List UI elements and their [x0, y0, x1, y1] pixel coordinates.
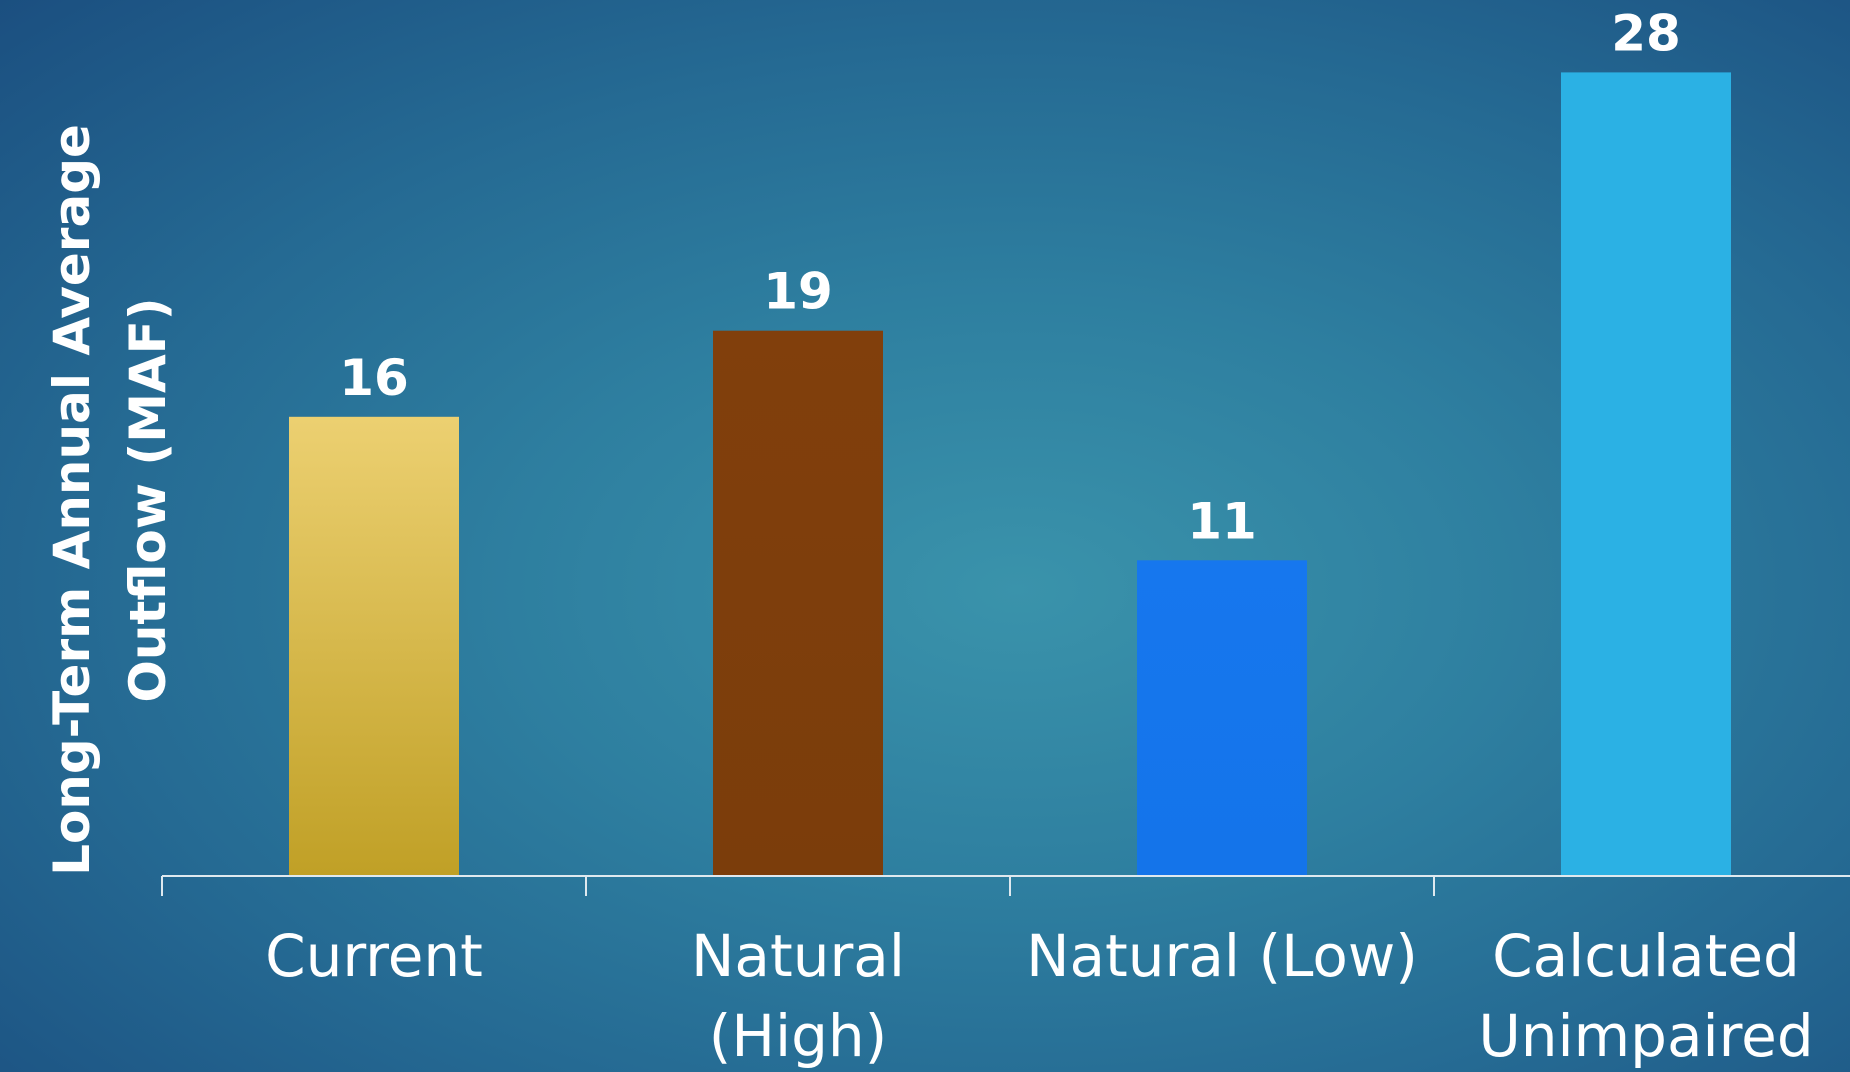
data-label-1: 16 [339, 349, 409, 407]
data-label-3: 11 [1187, 492, 1257, 550]
x-tick-label-2-line-1: Natural [691, 922, 905, 990]
bar-3 [1137, 560, 1307, 876]
labels-layer: 16 Current 19 Natural (High) 11 Natural (Low) 2… [265, 4, 1814, 1070]
x-tick-label-2-line-2: (High) [709, 1002, 888, 1070]
data-label-2: 19 [763, 263, 833, 321]
data-label-4: 28 [1611, 4, 1681, 62]
x-tick-label-3-line-1: Natural (Low) [1026, 922, 1418, 990]
x-tick-label-4-line-2: Unimpaired [1478, 1002, 1813, 1070]
bars-layer [289, 72, 1731, 876]
x-tick-label-4-line-1: Calculated [1492, 922, 1800, 990]
bar-1 [289, 416, 459, 876]
bar-4 [1561, 72, 1731, 876]
x-axis [161, 875, 1850, 896]
x-tick-label-1-line-1: Current [265, 922, 483, 990]
bar-2 [713, 330, 883, 876]
